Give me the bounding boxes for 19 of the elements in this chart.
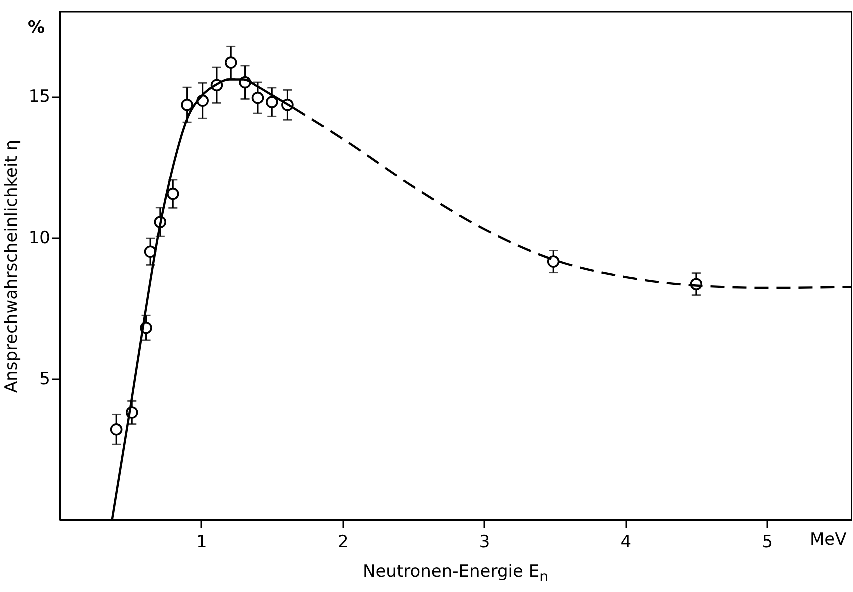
point — [266, 96, 278, 108]
y-axis-title: Ansprechwahrscheinlichkeit η — [2, 140, 22, 394]
text: MeV — [810, 530, 847, 550]
point — [167, 188, 180, 200]
point — [110, 424, 123, 436]
y-tick-label: 15 — [28, 87, 50, 108]
x-tick-label: 2 — [338, 532, 349, 552]
text: % — [28, 18, 46, 38]
point — [181, 99, 194, 112]
x-tick-label: 4 — [620, 532, 632, 552]
point — [224, 56, 238, 69]
y-tick-label: 5 — [40, 369, 50, 390]
x-tick-label: 1 — [196, 532, 208, 552]
point — [547, 256, 560, 268]
x-axis-title: Neutronen-Energie E$_{n}$ — [363, 562, 549, 586]
x-tick-label: 5 — [762, 532, 774, 552]
point — [252, 92, 264, 104]
y-tick-label: 10 — [28, 228, 50, 248]
x-tick-label: 3 — [479, 532, 490, 552]
